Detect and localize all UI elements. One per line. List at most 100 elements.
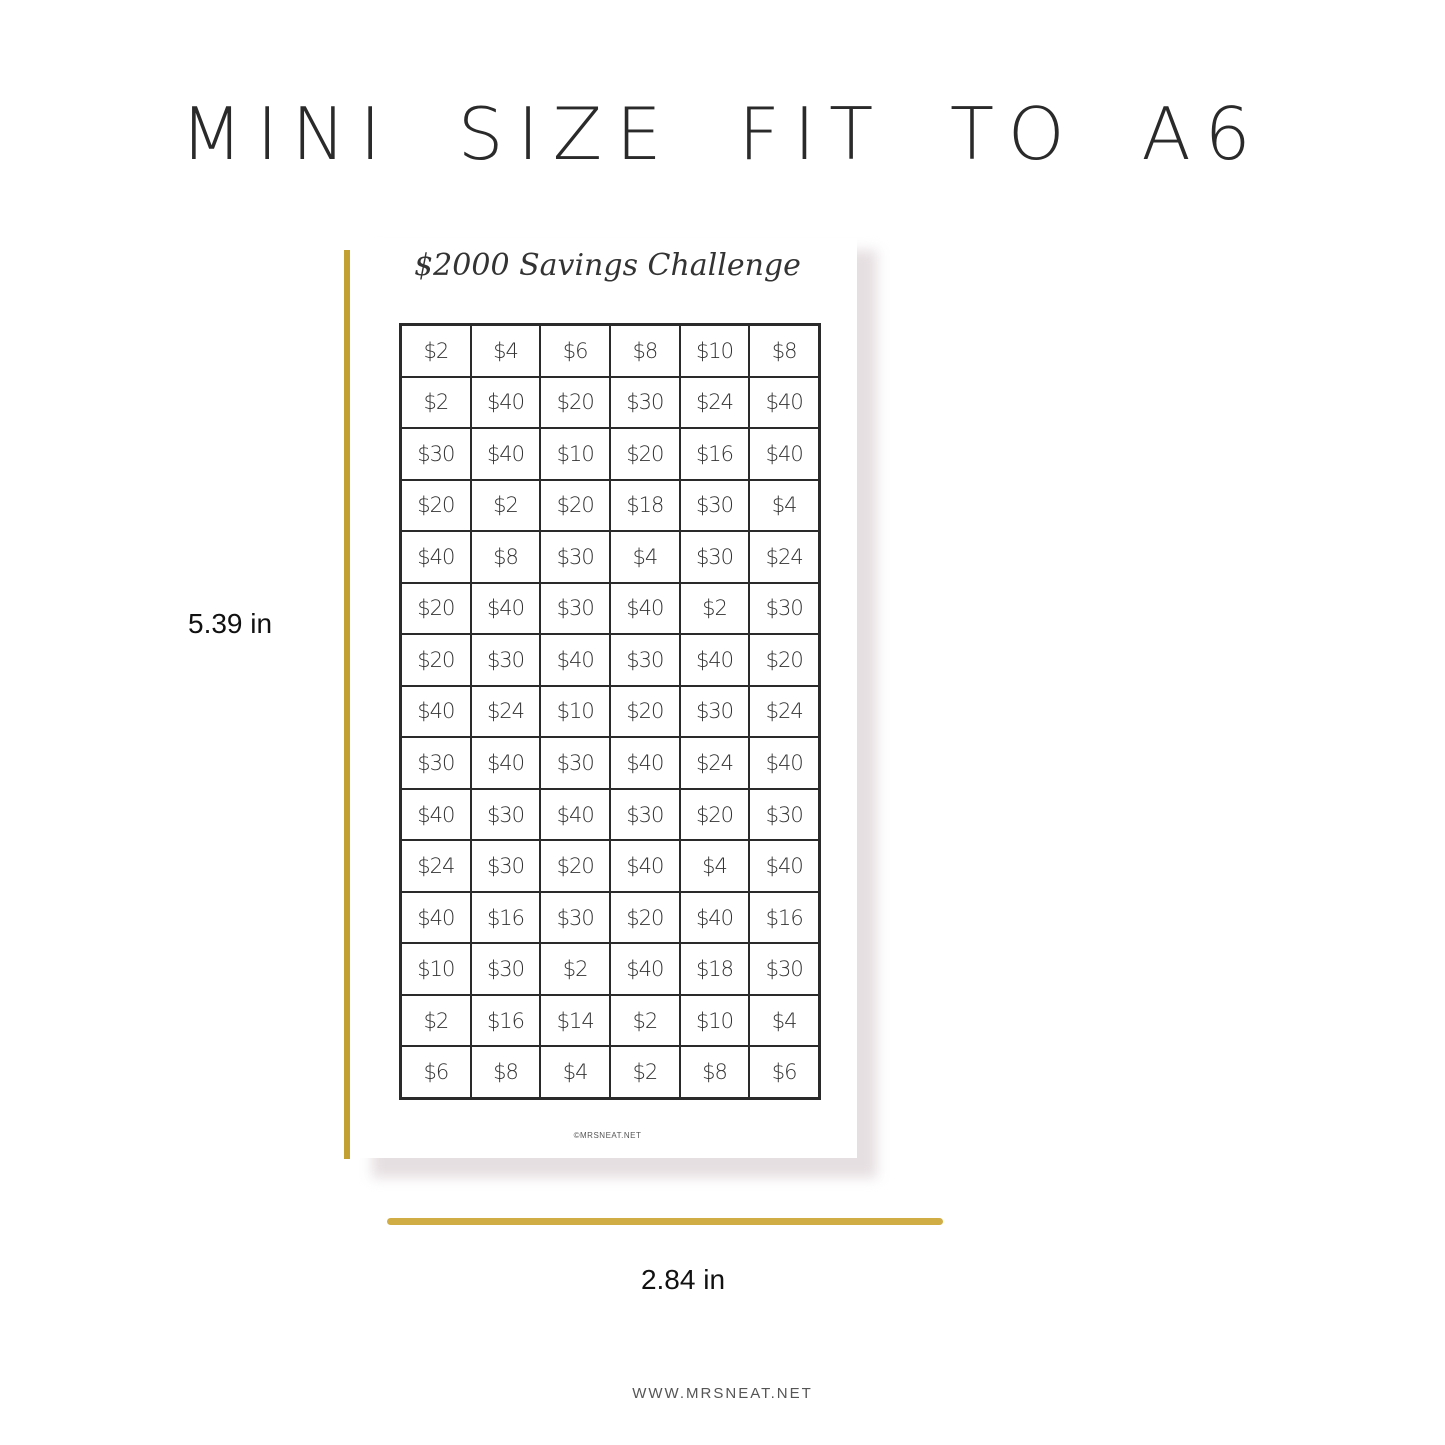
grid-cell: $4 — [540, 1046, 610, 1098]
grid-cell: $30 — [470, 943, 541, 995]
width-dimension-label: 2.84 in — [640, 1264, 726, 1295]
grid-cell: $14 — [540, 994, 610, 1047]
grid-cell: $6 — [749, 1046, 819, 1098]
grid-cell: $20 — [609, 428, 680, 480]
grid-cell: $30 — [679, 531, 750, 583]
grid-cell: $24 — [401, 840, 471, 892]
grid-cell: $4 — [609, 531, 680, 583]
grid-cell: $24 — [470, 685, 541, 738]
grid-cell: $20 — [401, 634, 471, 686]
grid-cell: $40 — [540, 788, 610, 841]
grid-cell: $20 — [540, 840, 610, 892]
grid-cell: $30 — [749, 788, 819, 841]
grid-cell: $40 — [540, 634, 610, 686]
grid-cell: $40 — [470, 428, 541, 480]
grid-cell: $40 — [609, 737, 680, 789]
savings-grid: $2 $4 $6 $8 $10 $8 $2 $40 $20 $30 $24 $40 $30 $40 $10 $… — [399, 323, 821, 1100]
grid-cell: $40 — [470, 737, 541, 789]
grid-cell: $40 — [470, 376, 541, 429]
grid-cell: $10 — [540, 685, 610, 738]
grid-cell: $8 — [609, 325, 680, 377]
grid-cell: $20 — [609, 685, 680, 738]
grid-cell: $10 — [679, 325, 750, 377]
grid-cell: $30 — [679, 685, 750, 738]
width-indicator-line — [387, 1218, 943, 1225]
grid-cell: $30 — [540, 891, 610, 944]
grid-cell: $30 — [470, 840, 541, 892]
grid-cell: $30 — [609, 788, 680, 841]
grid-cell: $20 — [401, 479, 471, 532]
grid-cell: $6 — [401, 1046, 471, 1098]
height-indicator-line — [344, 250, 350, 1159]
grid-cell: $8 — [749, 325, 819, 377]
grid-cell: $10 — [679, 994, 750, 1047]
grid-cell: $40 — [749, 376, 819, 429]
grid-cell: $30 — [540, 737, 610, 789]
grid-cell: $8 — [470, 1046, 541, 1098]
grid-cell: $40 — [401, 685, 471, 738]
grid-cell: $16 — [470, 891, 541, 944]
grid-cell: $2 — [679, 582, 750, 635]
grid-cell: $4 — [749, 479, 819, 532]
grid-cell: $4 — [749, 994, 819, 1047]
grid-cell: $40 — [609, 582, 680, 635]
grid-cell: $30 — [540, 531, 610, 583]
grid-cell: $8 — [470, 531, 541, 583]
grid-cell: $20 — [401, 582, 471, 635]
grid-cell: $4 — [470, 325, 541, 377]
grid-cell: $8 — [679, 1046, 750, 1098]
headline: MINI SIZE FIT TO A6 — [180, 92, 1265, 176]
grid-cell: $40 — [679, 891, 750, 944]
savings-card: $2000 Savings Challenge $2 $4 $6 $8 $10 $8 $2 $… — [358, 238, 857, 1158]
grid-cell: $16 — [470, 994, 541, 1047]
grid-cell: $40 — [401, 788, 471, 841]
grid-cell: $40 — [749, 428, 819, 480]
grid-cell: $40 — [609, 840, 680, 892]
grid-cell: $20 — [609, 891, 680, 944]
grid-cell: $40 — [401, 891, 471, 944]
grid-cell: $20 — [540, 376, 610, 429]
grid-cell: $30 — [401, 428, 471, 480]
grid-cell: $2 — [609, 994, 680, 1047]
grid-cell: $30 — [609, 634, 680, 686]
grid-cell: $30 — [470, 788, 541, 841]
grid-cell: $16 — [749, 891, 819, 944]
grid-cell: $40 — [609, 943, 680, 995]
grid-cell: $24 — [749, 531, 819, 583]
grid-cell: $30 — [470, 634, 541, 686]
grid-cell: $24 — [679, 737, 750, 789]
grid-cell: $20 — [540, 479, 610, 532]
card-copyright: ©MRSNEAT.NET — [573, 1131, 642, 1140]
card-title: $2000 Savings Challenge — [414, 248, 801, 283]
grid-cell: $40 — [749, 737, 819, 789]
grid-cell: $24 — [679, 376, 750, 429]
grid-cell: $24 — [749, 685, 819, 738]
grid-cell: $16 — [679, 428, 750, 480]
grid-cell: $2 — [609, 1046, 680, 1098]
grid-cell: $30 — [540, 582, 610, 635]
height-dimension-label: 5.39 in — [188, 608, 273, 639]
grid-cell: $2 — [401, 376, 471, 429]
grid-cell: $20 — [749, 634, 819, 686]
grid-cell: $2 — [540, 943, 610, 995]
grid-cell: $40 — [470, 582, 541, 635]
grid-cell: $10 — [540, 428, 610, 480]
grid-cell: $4 — [679, 840, 750, 892]
grid-cell: $2 — [470, 479, 541, 532]
grid-cell: $30 — [609, 376, 680, 429]
grid-cell: $18 — [679, 943, 750, 995]
grid-cell: $30 — [679, 479, 750, 532]
grid-cell: $30 — [749, 943, 819, 995]
grid-cell: $30 — [749, 582, 819, 635]
grid-cell: $20 — [679, 788, 750, 841]
website-footer: WWW.MRSNEAT.NET — [632, 1385, 813, 1402]
grid-cell: $40 — [749, 840, 819, 892]
grid-cell: $6 — [540, 325, 610, 377]
grid-cell: $10 — [401, 943, 471, 995]
grid-cell: $2 — [401, 994, 471, 1047]
grid-cell: $30 — [401, 737, 471, 789]
grid-cell: $40 — [401, 531, 471, 583]
grid-cell: $40 — [679, 634, 750, 686]
grid-cell: $2 — [401, 325, 471, 377]
grid-cell: $18 — [609, 479, 680, 532]
